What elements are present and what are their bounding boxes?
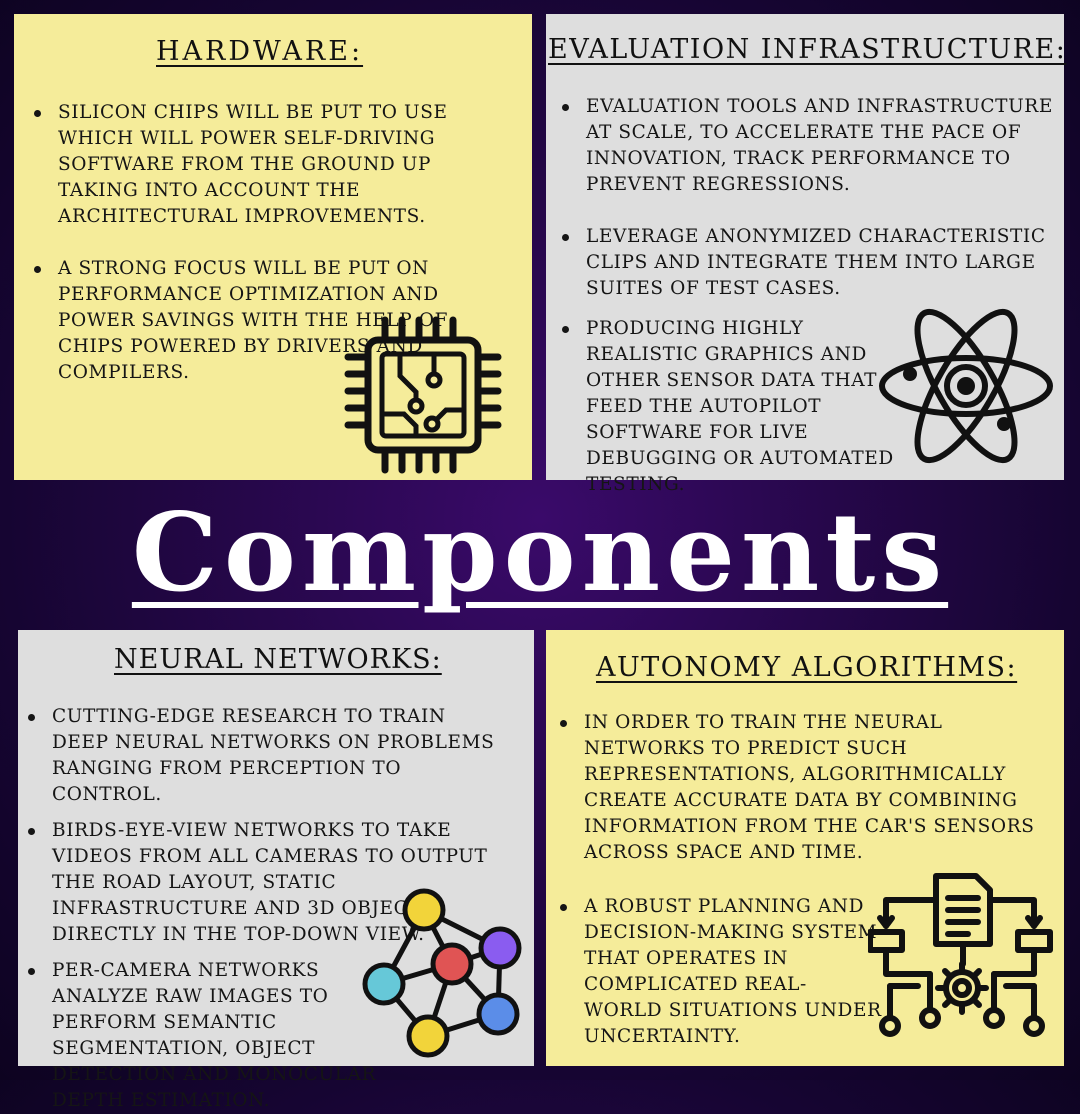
hardware-panel: HARDWARE: SILICON CHIPS WILL BE PUT TO U… [14, 14, 532, 480]
evaluation-title: EVALUATION INFRASTRUCTURE: [548, 34, 1067, 65]
network-node-cyan [362, 962, 406, 1006]
autonomy-bullet-list: IN ORDER TO TRAIN THE NEURAL NETWORKS TO… [558, 710, 1054, 1050]
neural-networks-bullet-list: CUTTING-EDGE RESEARCH TO TRAIN DEEP NEUR… [26, 704, 506, 1114]
hardware-title: HARDWARE: [156, 36, 364, 67]
evaluation-panel: EVALUATION INFRASTRUCTURE: EVALUATION TO… [546, 14, 1067, 495]
atom-icon [879, 308, 1053, 464]
network-node-yellow [402, 888, 446, 932]
neural-networks-bullet: CUTTING-EDGE RESEARCH TO TRAIN DEEP NEUR… [26, 704, 506, 808]
microchip-icon [344, 316, 502, 474]
neural-networks-bullet: PER-CAMERA NETWORKS ANALYZE RAW IMAGES T… [26, 958, 392, 1114]
network-node-red [430, 942, 474, 986]
neural-networks-panel: NEURAL NETWORKS: CUTTING-EDGE RESEARCH T… [18, 630, 534, 1111]
hardware-bullet-list: SILICON CHIPS WILL BE PUT TO USE WHICH W… [32, 100, 516, 386]
neural-networks-bullet: BIRDS-EYE-VIEW NETWORKS TO TAKE VIDEOS F… [26, 818, 506, 948]
network-graph-icon [362, 888, 522, 1058]
network-node-yellow [406, 1014, 450, 1058]
evaluation-bullet-list: EVALUATION TOOLS AND INFRASTRUCTURE AT S… [560, 94, 1056, 498]
evaluation-bullet: PRODUCING HIGHLY REALISTIC GRAPHICS AND … [560, 316, 902, 498]
hardware-bullet: A STRONG FOCUS WILL BE PUT ON PERFORMANC… [32, 256, 516, 386]
evaluation-bullet: LEVERAGE ANONYMIZED CHARACTERISTIC CLIPS… [560, 224, 1056, 302]
autonomy-bullet: IN ORDER TO TRAIN THE NEURAL NETWORKS TO… [558, 710, 1054, 866]
autonomy-title: AUTONOMY ALGORITHMS: [596, 652, 1018, 683]
evaluation-bullet: EVALUATION TOOLS AND INFRASTRUCTURE AT S… [560, 94, 1056, 198]
main-title: Components [131, 490, 949, 616]
hardware-bullet: SILICON CHIPS WILL BE PUT TO USE WHICH W… [32, 100, 516, 230]
algorithm-flow-icon [868, 873, 1053, 1037]
network-node-blue [476, 992, 520, 1036]
autonomy-panel: AUTONOMY ALGORITHMS: IN ORDER TO TRAIN T… [546, 630, 1064, 1066]
network-node-purple [478, 926, 522, 970]
neural-networks-title: NEURAL NETWORKS: [114, 644, 442, 675]
autonomy-bullet: A ROBUST PLANNING AND DECISION-MAKING SY… [558, 894, 882, 1050]
